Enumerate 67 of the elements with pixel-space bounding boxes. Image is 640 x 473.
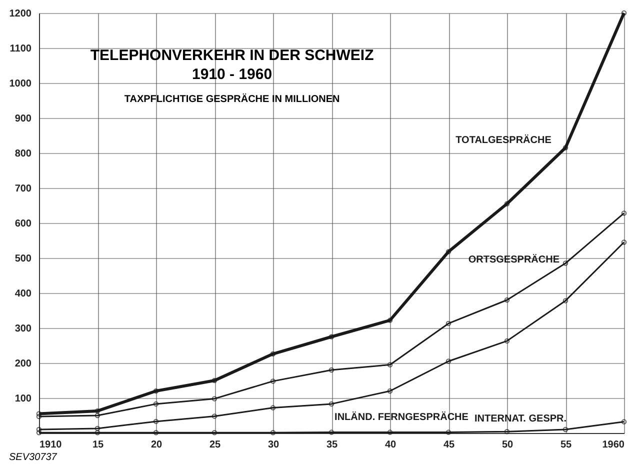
series-label: INTERNAT. GESPR. [474, 414, 567, 424]
point [94, 430, 100, 436]
point [270, 378, 276, 384]
y-tick-label: 700 [14, 184, 32, 194]
point [153, 418, 159, 424]
point [562, 145, 568, 150]
point [94, 412, 100, 418]
point [562, 260, 568, 266]
point [387, 318, 393, 323]
y-tick-label: 600 [14, 218, 32, 230]
point [270, 351, 276, 357]
series-label: TOTALGESPRÄCHE [456, 134, 552, 146]
y-tick-label: 1000 [9, 78, 32, 90]
point [504, 338, 510, 344]
point [212, 378, 218, 384]
y-tick-label: 400 [14, 288, 32, 300]
point [504, 428, 510, 434]
x-tick-label: 1910 [40, 440, 62, 450]
series-label: ORTSGESPRÄCHE [468, 253, 560, 266]
x-tick-label: 45 [443, 440, 455, 450]
point [270, 405, 276, 410]
x-tick-label: 1960 [602, 440, 625, 450]
y-tick-label: 800 [14, 148, 32, 160]
point [328, 430, 334, 435]
point [153, 401, 159, 407]
point [212, 396, 218, 402]
y-tick-label: 1200 [9, 8, 32, 20]
point [212, 414, 218, 419]
point [446, 320, 452, 326]
point [212, 430, 218, 436]
point [446, 430, 452, 435]
y-tick-label: 300 [14, 324, 32, 334]
point [446, 358, 452, 364]
x-tick-label: 20 [150, 440, 162, 450]
point [270, 430, 276, 436]
text: TELEPHONVERKEHR IN DER SCHWEIZ 1910 - 1960 [90, 47, 374, 83]
y-tick-label: 500 [14, 254, 32, 264]
point [328, 334, 334, 340]
point [504, 201, 510, 206]
x-tick-label: 55 [560, 440, 572, 450]
point [504, 297, 510, 303]
point [621, 10, 627, 16]
point [387, 362, 393, 368]
point [153, 388, 159, 394]
x-tick-label: 40 [384, 440, 396, 450]
y-tick-label: 900 [14, 114, 32, 124]
x-tick-label: 15 [92, 440, 104, 450]
text: TAXPFLICHTIGE GESPRÄCHE IN MILLIONEN [124, 93, 340, 106]
y-tick-label: 1100 [10, 44, 32, 54]
x-tick-label: 25 [209, 440, 221, 450]
point [328, 401, 334, 407]
point [328, 367, 334, 373]
point [562, 298, 568, 304]
point [153, 430, 159, 436]
y-tick-label: 200 [14, 358, 32, 370]
point [387, 430, 393, 435]
point [562, 426, 568, 432]
point [446, 249, 452, 254]
y-tick-label: 100 [14, 394, 32, 404]
series-label: INLÄND. FERNGESPRÄCHE [334, 410, 469, 423]
point [36, 411, 42, 416]
x-tick-label: 50 [502, 440, 514, 450]
x-tick-label: 30 [268, 440, 280, 450]
point [387, 388, 393, 394]
text: SEV30737 [9, 452, 58, 463]
x-tick-label: 35 [326, 440, 338, 450]
point [94, 426, 100, 432]
